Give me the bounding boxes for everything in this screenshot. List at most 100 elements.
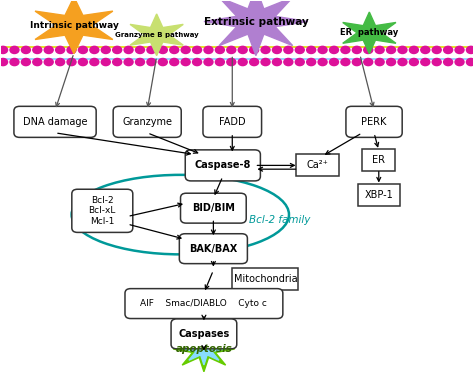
- Circle shape: [250, 46, 259, 54]
- Text: FADD: FADD: [219, 117, 246, 127]
- Circle shape: [375, 46, 384, 54]
- Circle shape: [307, 59, 316, 66]
- FancyBboxPatch shape: [113, 106, 181, 138]
- Circle shape: [192, 46, 201, 54]
- Circle shape: [79, 46, 87, 54]
- Circle shape: [113, 59, 122, 66]
- Circle shape: [364, 59, 373, 66]
- Text: Intrinsic pathway: Intrinsic pathway: [29, 21, 118, 30]
- Circle shape: [227, 59, 236, 66]
- FancyBboxPatch shape: [171, 319, 237, 349]
- Text: Mitochondria: Mitochondria: [234, 274, 297, 284]
- Circle shape: [250, 59, 259, 66]
- Circle shape: [284, 59, 293, 66]
- Circle shape: [261, 46, 270, 54]
- Circle shape: [0, 46, 8, 54]
- Circle shape: [238, 59, 247, 66]
- Text: Ca²⁺: Ca²⁺: [306, 160, 328, 170]
- Circle shape: [0, 59, 8, 66]
- FancyBboxPatch shape: [181, 193, 246, 223]
- Circle shape: [67, 46, 76, 54]
- Text: BID/BIM: BID/BIM: [192, 203, 235, 213]
- Circle shape: [444, 46, 453, 54]
- Circle shape: [181, 46, 190, 54]
- Polygon shape: [35, 0, 113, 54]
- Polygon shape: [173, 326, 235, 372]
- Polygon shape: [343, 12, 396, 54]
- Circle shape: [455, 46, 464, 54]
- FancyBboxPatch shape: [296, 154, 338, 176]
- Circle shape: [261, 59, 270, 66]
- Circle shape: [55, 59, 64, 66]
- Circle shape: [158, 46, 167, 54]
- Polygon shape: [204, 0, 308, 55]
- FancyBboxPatch shape: [185, 150, 260, 181]
- Text: ER: ER: [372, 155, 385, 165]
- Circle shape: [273, 46, 282, 54]
- Circle shape: [204, 46, 213, 54]
- Text: Caspase-8: Caspase-8: [195, 160, 251, 170]
- Circle shape: [341, 46, 350, 54]
- Circle shape: [352, 46, 361, 54]
- Circle shape: [215, 46, 224, 54]
- Circle shape: [158, 59, 167, 66]
- Circle shape: [67, 59, 76, 66]
- Circle shape: [466, 59, 474, 66]
- Circle shape: [375, 59, 384, 66]
- Circle shape: [329, 59, 338, 66]
- Circle shape: [136, 59, 145, 66]
- FancyBboxPatch shape: [203, 106, 262, 138]
- Circle shape: [387, 46, 395, 54]
- Circle shape: [10, 46, 19, 54]
- Circle shape: [432, 59, 441, 66]
- Circle shape: [318, 59, 327, 66]
- Circle shape: [101, 46, 110, 54]
- Circle shape: [192, 59, 201, 66]
- FancyBboxPatch shape: [357, 184, 400, 206]
- Circle shape: [398, 59, 407, 66]
- Circle shape: [421, 59, 430, 66]
- Circle shape: [352, 59, 361, 66]
- Circle shape: [181, 59, 190, 66]
- Circle shape: [387, 59, 395, 66]
- FancyBboxPatch shape: [72, 189, 133, 233]
- Text: Bcl-2
Bcl-xL
Mcl-1: Bcl-2 Bcl-xL Mcl-1: [89, 196, 116, 226]
- FancyBboxPatch shape: [125, 289, 283, 318]
- Circle shape: [33, 59, 42, 66]
- Circle shape: [33, 46, 42, 54]
- Circle shape: [215, 59, 224, 66]
- Circle shape: [170, 59, 179, 66]
- Circle shape: [44, 46, 53, 54]
- FancyBboxPatch shape: [362, 149, 395, 171]
- FancyBboxPatch shape: [232, 268, 299, 290]
- FancyBboxPatch shape: [14, 106, 96, 138]
- Circle shape: [341, 59, 350, 66]
- Text: BAK/BAX: BAK/BAX: [189, 244, 237, 254]
- Circle shape: [421, 46, 430, 54]
- Circle shape: [79, 59, 87, 66]
- Text: DNA damage: DNA damage: [23, 117, 87, 127]
- Circle shape: [101, 59, 110, 66]
- Circle shape: [432, 46, 441, 54]
- FancyBboxPatch shape: [179, 234, 247, 264]
- Circle shape: [204, 59, 213, 66]
- Circle shape: [410, 46, 419, 54]
- Circle shape: [398, 46, 407, 54]
- Circle shape: [444, 59, 453, 66]
- Text: Caspases: Caspases: [178, 329, 229, 339]
- Circle shape: [170, 46, 179, 54]
- Text: XBP-1: XBP-1: [365, 190, 393, 200]
- Circle shape: [113, 46, 122, 54]
- Circle shape: [124, 59, 133, 66]
- FancyBboxPatch shape: [346, 106, 402, 138]
- Circle shape: [147, 59, 156, 66]
- Circle shape: [21, 59, 30, 66]
- Text: Extrinsic pathway: Extrinsic pathway: [203, 16, 308, 27]
- Circle shape: [44, 59, 53, 66]
- Circle shape: [124, 46, 133, 54]
- Circle shape: [147, 46, 156, 54]
- Circle shape: [318, 46, 327, 54]
- Circle shape: [455, 59, 464, 66]
- Circle shape: [273, 59, 282, 66]
- Circle shape: [21, 46, 30, 54]
